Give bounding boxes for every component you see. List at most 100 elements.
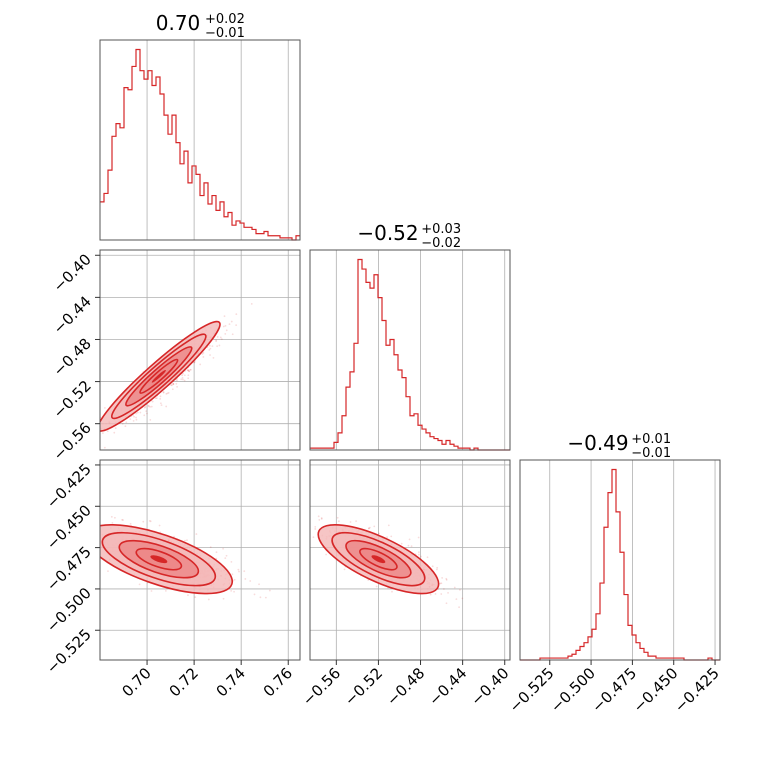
x-tick-label: 0.72 [166, 664, 202, 700]
sample-point [318, 519, 321, 521]
sample-point [445, 578, 448, 581]
density-panel-0: −0.56−0.52−0.48−0.44−0.40 [50, 249, 301, 464]
sample-point [167, 391, 170, 394]
panel-frame [99, 249, 301, 451]
panel-frame [309, 459, 511, 661]
sample-point [223, 315, 226, 318]
sample-point [93, 528, 95, 530]
sample-point [41, 519, 43, 521]
y-tick-label: −0.425 [43, 460, 95, 512]
y-tick-label: −0.500 [43, 584, 95, 636]
param-title-lower: −0.01 [631, 446, 671, 461]
param-title-lower: −0.02 [421, 236, 461, 251]
sample-point [125, 421, 128, 424]
sample-point [189, 368, 192, 371]
sample-point [147, 405, 150, 408]
sample-point [243, 570, 246, 573]
sample-point [138, 583, 141, 586]
sample-point [188, 370, 190, 373]
density-peak [151, 370, 166, 383]
sample-point [459, 588, 461, 591]
sample-point [183, 379, 186, 382]
sample-point [129, 522, 132, 525]
sample-point [458, 606, 460, 609]
sample-point [93, 441, 95, 443]
sample-point [195, 533, 198, 535]
sample-point [194, 596, 197, 599]
sample-point [94, 538, 96, 540]
sample-point [222, 325, 225, 328]
sample-point [440, 582, 443, 585]
sample-point [151, 400, 154, 403]
sample-point [186, 539, 188, 542]
sample-point [317, 515, 320, 518]
sample-point [386, 536, 388, 538]
sample-point [159, 397, 162, 400]
histogram-step [310, 258, 510, 451]
sample-point [143, 406, 146, 409]
sample-point [207, 598, 210, 601]
sample-point [165, 393, 168, 395]
sample-point [268, 589, 271, 592]
sample-point [187, 374, 190, 377]
sample-point [135, 412, 138, 415]
sample-point [368, 526, 371, 529]
sample-point [445, 577, 448, 580]
sample-point [244, 578, 247, 580]
sample-point [238, 570, 240, 573]
sample-point [97, 541, 99, 543]
sample-point [79, 539, 81, 541]
sample-point [162, 391, 165, 393]
y-tick-label: −0.56 [50, 419, 95, 464]
sample-point [390, 535, 393, 538]
sample-point [301, 518, 303, 520]
sample-point [407, 544, 410, 547]
sample-point [187, 594, 189, 597]
param-title-value: −0.49 [567, 431, 628, 455]
sample-point [436, 566, 439, 569]
sample-point [230, 560, 233, 563]
sample-point [193, 361, 196, 364]
sample-point [417, 536, 420, 539]
sample-point [447, 591, 449, 594]
sample-point [235, 313, 238, 316]
sample-point [149, 520, 152, 523]
sample-point [233, 590, 235, 593]
sample-point [103, 446, 106, 449]
hist-panel-2: −0.49 +0.01−0.01 −0.525−0.500−0.475−0.450−… [506, 431, 723, 716]
sample-point [162, 391, 165, 394]
sample-point [215, 340, 218, 343]
sample-point [199, 363, 202, 366]
sample-point [431, 565, 434, 568]
param-title-value: 0.70 [156, 11, 201, 35]
sample-point [225, 554, 228, 557]
sample-point [314, 528, 317, 530]
y-tick-label: −0.52 [50, 377, 95, 422]
sample-point [391, 590, 393, 593]
sample-point [101, 432, 104, 435]
x-tick-label: 0.76 [260, 664, 296, 700]
sample-point [325, 553, 328, 556]
sample-point [182, 372, 184, 375]
sample-point [94, 545, 96, 547]
sample-point [215, 551, 218, 554]
sample-point [111, 521, 114, 524]
sample-point [148, 519, 151, 522]
sample-point [209, 546, 212, 549]
sample-point [158, 524, 161, 527]
sample-point [264, 596, 267, 599]
sample-point [228, 323, 231, 326]
sample-point [258, 583, 260, 586]
sample-point [145, 410, 148, 413]
sample-point [434, 593, 437, 595]
sample-point [181, 376, 184, 379]
sample-point [139, 411, 142, 414]
sample-point [186, 369, 189, 372]
sample-point [440, 593, 443, 595]
sample-point [88, 543, 90, 545]
sample-point [193, 361, 196, 364]
sample-point [173, 535, 175, 538]
sample-point [95, 536, 97, 538]
sample-point [106, 430, 109, 433]
histogram-step [100, 48, 300, 241]
